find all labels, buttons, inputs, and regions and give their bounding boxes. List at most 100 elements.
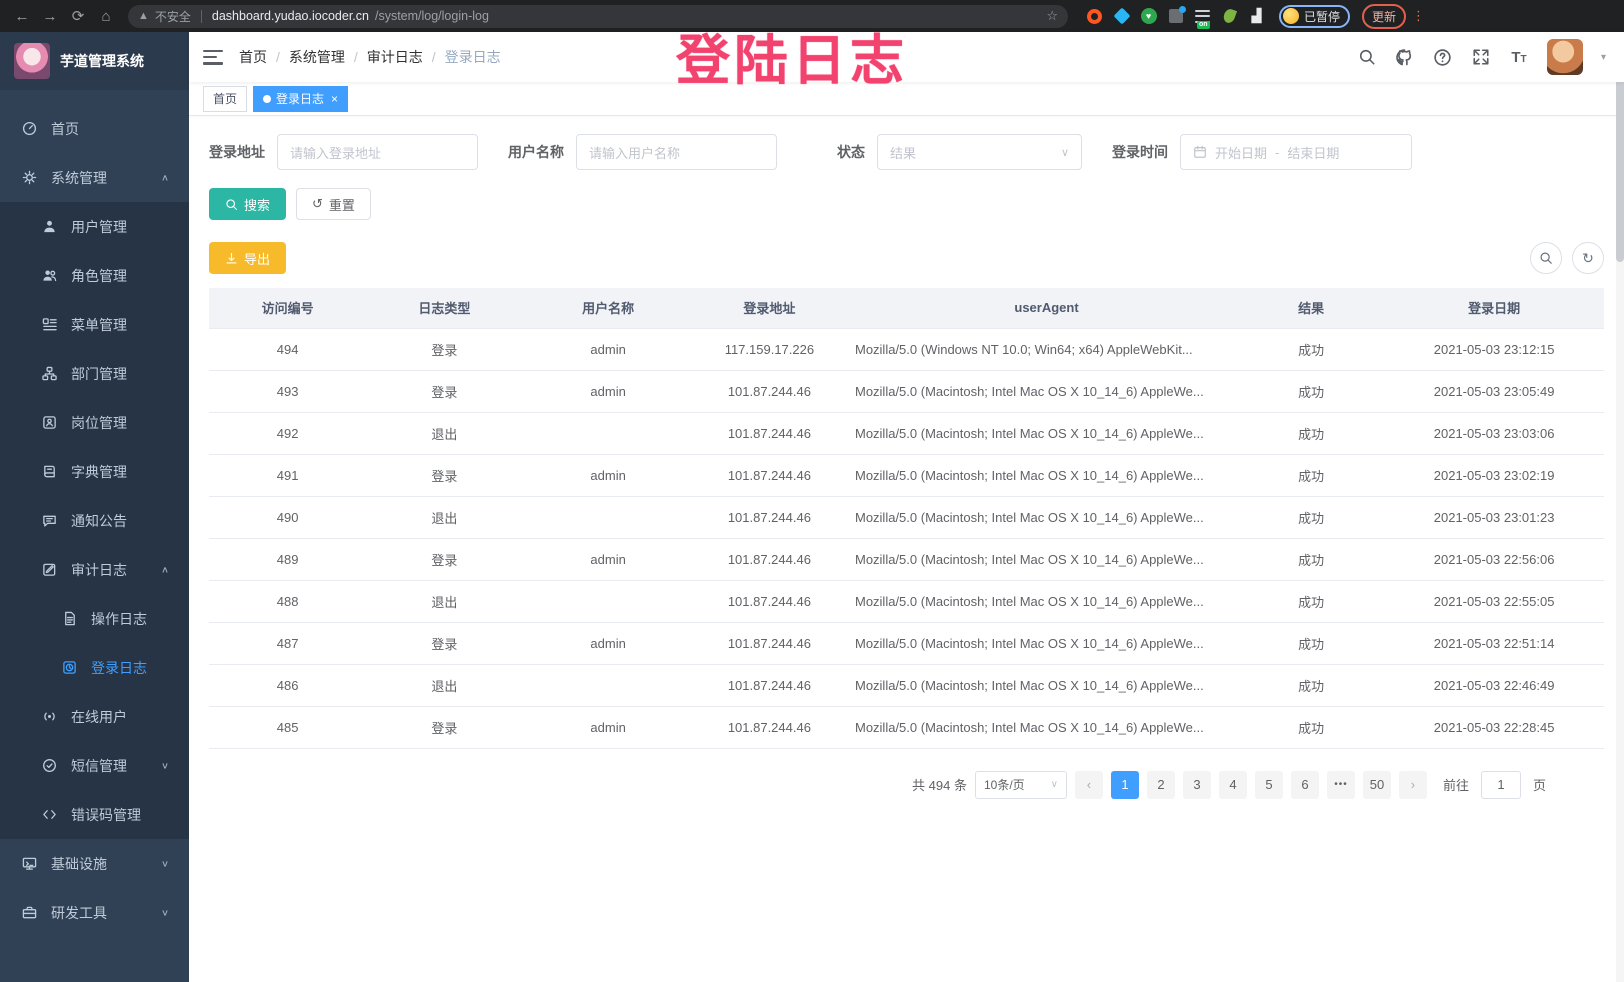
browser-home-icon[interactable]: ⌂ <box>101 7 111 25</box>
sidebar-item-home[interactable]: 首页 <box>0 104 189 153</box>
extension-ring-icon[interactable] <box>1086 8 1103 25</box>
page-button-2[interactable]: 2 <box>1146 770 1175 799</box>
sidebar-item-system-management[interactable]: 系统管理 ∧ <box>0 153 189 202</box>
table-row[interactable]: 488 退出 101.87.244.46 Mozilla/5.0 (Macintosh… <box>209 580 1604 623</box>
breadcrumb-system[interactable]: 系统管理 <box>288 49 345 65</box>
sidebar-item-sms-management[interactable]: 短信管理 ∨ <box>0 741 189 790</box>
sidebar-item-online-users[interactable]: 在线用户 <box>0 692 189 741</box>
extension-list-on-icon[interactable]: on <box>1194 8 1211 29</box>
search-button[interactable]: 搜索 <box>209 188 287 220</box>
browser-menu-icon[interactable]: ⋮ <box>1412 8 1426 23</box>
browser-back-icon[interactable]: ← <box>14 7 30 25</box>
refresh-table-button[interactable]: ↻ <box>1572 242 1604 274</box>
breadcrumb-audit-log[interactable]: 审计日志 <box>366 49 423 65</box>
user-avatar[interactable] <box>1546 39 1583 75</box>
table-row[interactable]: 485 登录 admin 101.87.244.46 Mozilla/5.0 (Maci… <box>209 706 1604 749</box>
toggle-search-button[interactable] <box>1530 242 1562 274</box>
infrastructure-icon <box>22 856 37 871</box>
chevron-down-icon: ∨ <box>1050 779 1058 790</box>
col-login-address[interactable]: 登录地址 <box>693 288 845 328</box>
extension-tabs-icon[interactable] <box>1167 6 1186 25</box>
profile-emoji-icon <box>1283 8 1299 24</box>
sidebar-item-login-log[interactable]: 登录日志 <box>0 643 189 692</box>
org-tree-icon <box>42 366 57 381</box>
col-result[interactable]: 结果 <box>1238 288 1385 328</box>
browser-reload-icon[interactable]: ⟳ <box>71 8 85 25</box>
extension-gem-icon[interactable] <box>1113 7 1130 25</box>
page-button-50[interactable]: 50 <box>1362 770 1391 799</box>
col-log-type[interactable]: 日志类型 <box>366 288 523 328</box>
col-access-id[interactable]: 访问编号 <box>209 288 367 328</box>
avatar-caret-down-icon[interactable]: ▾ <box>1600 51 1606 63</box>
next-page-button[interactable]: › <box>1398 770 1427 799</box>
page-size-select[interactable]: 10条/页 ∨ <box>974 770 1067 799</box>
sidebar-item-infrastructure[interactable]: 基础设施 ∨ <box>0 839 189 888</box>
scrollbar-thumb[interactable] <box>1616 32 1624 262</box>
menu-list-icon <box>42 317 57 332</box>
browser-forward-icon[interactable]: → <box>42 7 58 25</box>
col-login-date[interactable]: 登录日期 <box>1384 288 1604 328</box>
docs-question-icon[interactable] <box>1433 47 1453 67</box>
tag-close-icon[interactable]: × <box>331 91 339 106</box>
table-row[interactable]: 490 退出 101.87.244.46 Mozilla/5.0 (Macintosh… <box>209 496 1604 539</box>
page-button-6[interactable]: 6 <box>1290 770 1319 799</box>
sidebar-item-notice-announcement[interactable]: 通知公告 <box>0 496 189 545</box>
app-logo-row[interactable]: 芋道管理系统 <box>0 32 189 90</box>
col-user-agent[interactable]: userAgent <box>844 288 1239 328</box>
refresh-icon: ↺ <box>312 196 323 211</box>
sidebar-toggle-icon[interactable] <box>203 49 223 65</box>
reset-button[interactable]: ↺ 重置 <box>296 188 371 220</box>
page-button-3[interactable]: 3 <box>1182 770 1211 799</box>
browser-profile-chip[interactable]: 已暂停 <box>1279 4 1351 28</box>
more-pages-icon[interactable]: ••• <box>1326 770 1355 799</box>
extension-leaf-icon[interactable] <box>1221 7 1238 25</box>
page-button-5[interactable]: 5 <box>1254 770 1283 799</box>
username-input[interactable]: 请输入用户名称 <box>576 134 777 170</box>
toolbox-icon <box>22 905 37 920</box>
tag-login-log[interactable]: 登录日志 × <box>253 85 349 112</box>
table-row[interactable]: 491 登录 admin 101.87.244.46 Mozilla/5.0 (Maci… <box>209 454 1604 497</box>
page-button-1[interactable]: 1 <box>1110 770 1139 799</box>
scrollbar[interactable] <box>1616 32 1624 982</box>
table-row[interactable]: 493 登录 admin 101.87.244.46 Mozilla/5.0 (Maci… <box>209 370 1604 413</box>
table-row[interactable]: 487 登录 admin 101.87.244.46 Mozilla/5.0 (Maci… <box>209 622 1604 665</box>
browser-update-button[interactable]: 更新 <box>1362 3 1407 29</box>
address-bar[interactable]: ▲ 不安全 dashboard.yudao.iocoder.cn/system/… <box>128 4 1068 28</box>
sidebar-item-operation-log[interactable]: 操作日志 <box>0 594 189 643</box>
login-address-input[interactable]: 请输入登录地址 <box>277 134 478 170</box>
table-row[interactable]: 494 登录 admin 117.159.17.226 Mozilla/5.0 (Win… <box>209 327 1604 371</box>
bookmark-star-icon[interactable]: ☆ <box>1046 8 1058 23</box>
sidebar-item-role-management[interactable]: 角色管理 <box>0 251 189 300</box>
sidebar-item-department-management[interactable]: 部门管理 <box>0 349 189 398</box>
breadcrumb-login-log: 登录日志 <box>444 49 501 65</box>
sidebar-item-menu-management[interactable]: 菜单管理 <box>0 300 189 349</box>
login-time-range-picker[interactable]: 开始日期 - 结束日期 <box>1180 134 1412 170</box>
fullscreen-icon[interactable] <box>1471 47 1491 67</box>
sidebar-item-error-code-management[interactable]: 错误码管理 <box>0 790 189 839</box>
not-secure-label: 不安全 <box>154 9 191 24</box>
status-select[interactable]: 结果 ∨ <box>877 134 1082 170</box>
sidebar-item-dev-tools[interactable]: 研发工具 ∨ <box>0 888 189 937</box>
search-icon[interactable] <box>1357 47 1377 67</box>
extension-green-icon[interactable]: ♥ <box>1140 8 1157 25</box>
table-row[interactable]: 486 退出 101.87.244.46 Mozilla/5.0 (Macintosh… <box>209 664 1604 707</box>
sidebar-item-post-management[interactable]: 岗位管理 <box>0 398 189 447</box>
tag-home[interactable]: 首页 <box>203 85 248 112</box>
export-button[interactable]: 导出 <box>209 242 287 274</box>
prev-page-button[interactable]: ‹ <box>1074 770 1103 799</box>
github-icon[interactable] <box>1395 47 1415 67</box>
goto-label: 前往 <box>1442 778 1469 793</box>
page-button-4[interactable]: 4 <box>1218 770 1247 799</box>
breadcrumb-home[interactable]: 首页 <box>239 49 267 65</box>
col-username[interactable]: 用户名称 <box>522 288 694 328</box>
goto-page-input[interactable] <box>1480 770 1521 799</box>
table-row[interactable]: 492 退出 101.87.244.46 Mozilla/5.0 (Macintosh… <box>209 412 1604 455</box>
sidebar-item-dictionary-management[interactable]: 字典管理 <box>0 447 189 496</box>
extensions-puzzle-icon[interactable]: ▟ <box>1251 8 1262 23</box>
table-row[interactable]: 489 登录 admin 101.87.244.46 Mozilla/5.0 (Maci… <box>209 538 1604 581</box>
sidebar-item-user-management[interactable]: 用户管理 <box>0 202 189 251</box>
sidebar-item-audit-log[interactable]: 审计日志 ∧ <box>0 545 189 594</box>
